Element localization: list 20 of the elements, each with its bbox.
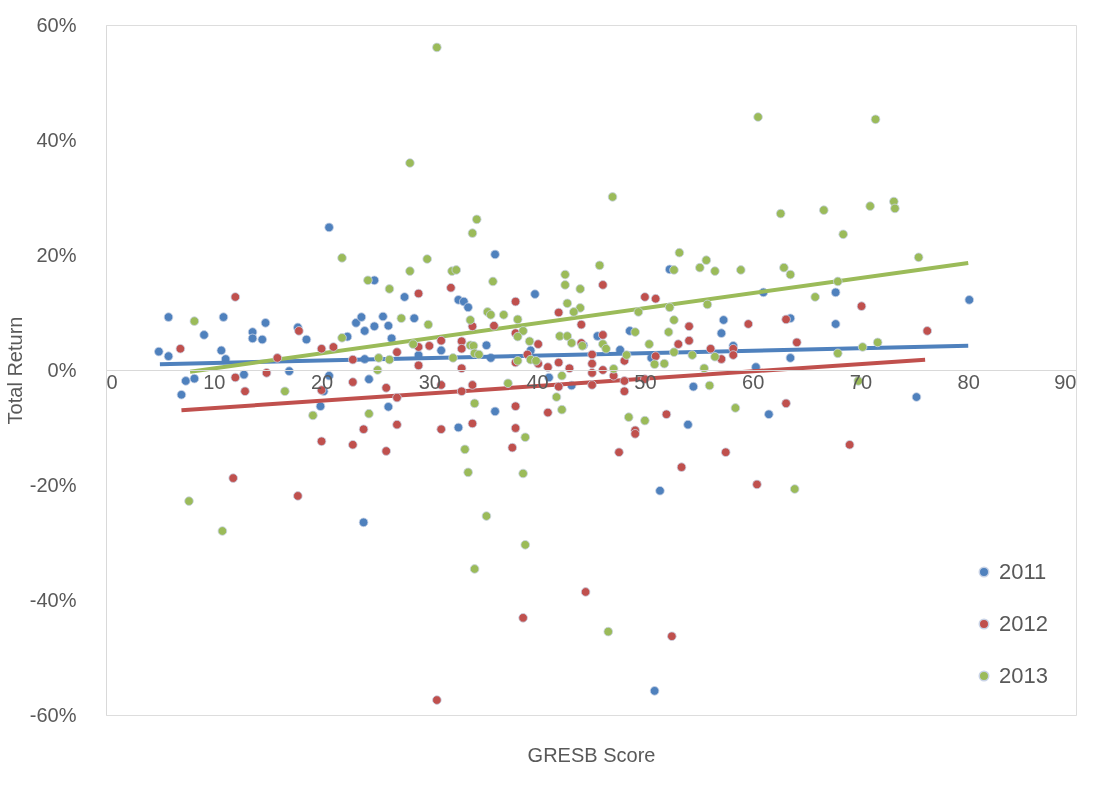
x-tick-label: 30 bbox=[418, 370, 441, 393]
y-axis-title: Total Return bbox=[3, 316, 26, 425]
x-tick-label: 10 bbox=[203, 370, 226, 393]
y-tick-label: 20% bbox=[36, 243, 77, 266]
legend-label: 2011 bbox=[999, 559, 1047, 584]
y-tick-label: -60% bbox=[29, 703, 77, 726]
y-tick-label: -20% bbox=[29, 473, 77, 496]
legend-label: 2013 bbox=[999, 663, 1048, 688]
x-tick-label: 20 bbox=[310, 370, 334, 393]
legend-label: 2012 bbox=[999, 611, 1048, 636]
y-tick-label: -40% bbox=[29, 588, 77, 611]
x-tick-label: 90 bbox=[1054, 370, 1077, 393]
y-tick-label: 0% bbox=[47, 358, 77, 381]
y-tick-label: 40% bbox=[36, 128, 77, 151]
x-tick-label: 60 bbox=[742, 370, 765, 393]
y-tick-label: 60% bbox=[36, 13, 77, 36]
x-tick-label: 80 bbox=[957, 370, 980, 393]
x-tick-label: 70 bbox=[849, 370, 873, 393]
x-axis-title: GRESB Score bbox=[527, 743, 656, 766]
x-tick-label: 0 bbox=[106, 370, 118, 393]
